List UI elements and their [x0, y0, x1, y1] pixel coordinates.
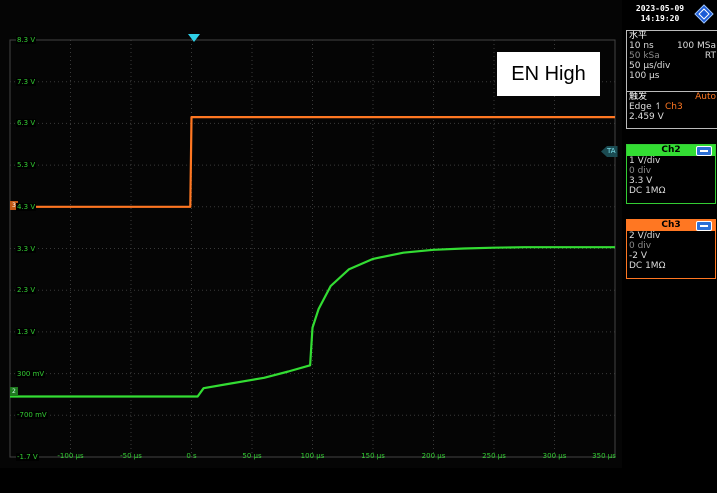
acquisition-mode-value: RT — [704, 51, 716, 61]
y-tick-label: 300 mV — [16, 369, 46, 378]
ch3-coupling: DC 1MΩ — [629, 261, 666, 271]
x-tick-label: 300 µs — [542, 452, 567, 460]
ch3-position: 0 div — [629, 241, 652, 251]
ch3-trace — [10, 115, 615, 208]
ch3-offset: -2 V — [629, 251, 647, 261]
y-tick-label: -1.7 V — [16, 453, 39, 461]
trigger-mode: Auto — [695, 92, 716, 102]
x-tick-label: 350 µs — [592, 452, 616, 460]
resolution-value: 10 ns — [629, 41, 654, 51]
y-tick-label: 4.3 V — [16, 202, 37, 211]
ch2-trace — [10, 246, 615, 398]
ch2-scale: 1 V/div — [629, 156, 661, 166]
waveform-display[interactable]: TA 3 2 8.3 V 7.3 V 6.3 V 5.3 V 4.3 V 3.3 V 2.3… — [0, 0, 625, 468]
time-position-value: 100 µs — [629, 71, 660, 81]
ch2-settings-box[interactable]: Ch2 1 V/div 0 div 3.3 V DC 1MΩ — [626, 144, 716, 204]
trigger-title: 触发 — [629, 92, 648, 102]
trigger-settings-box[interactable]: 触发 Auto Edge ↿ Ch3 2.459 V — [626, 91, 717, 129]
ch3-settings-box[interactable]: Ch3 2 V/div 0 div -2 V DC 1MΩ — [626, 219, 716, 279]
ch2-menu-icon[interactable] — [696, 146, 712, 156]
y-tick-label: 1.3 V — [16, 327, 37, 336]
x-tick-label: 200 µs — [421, 452, 446, 460]
time-scale-value: 50 µs/div — [629, 61, 671, 71]
y-tick-label: 3.3 V — [16, 244, 37, 253]
x-tick-label: -50 µs — [120, 452, 142, 460]
y-tick-label: 6.3 V — [16, 119, 37, 128]
trigger-position-marker[interactable] — [188, 34, 200, 42]
x-tick-label: 100 µs — [300, 452, 325, 460]
trace-layer — [10, 115, 615, 398]
x-tick-label: -100 µs — [57, 452, 84, 460]
ch3-scale: 2 V/div — [629, 231, 661, 241]
ch3-ground-marker[interactable]: 3 — [10, 201, 18, 210]
time-text: 14:19:20 — [640, 14, 680, 23]
annotation-label[interactable]: EN High — [497, 52, 600, 96]
ch2-title: Ch2 — [661, 145, 681, 155]
trigger-source: Ch3 — [664, 102, 683, 112]
ch2-ground-marker[interactable]: 2 — [10, 387, 18, 396]
trigger-level: 2.459 V — [629, 112, 664, 122]
x-tick-label: 250 µs — [482, 452, 506, 460]
waveform-plot — [9, 39, 616, 458]
y-tick-label: 7.3 V — [16, 77, 37, 86]
record-length-value: 50 kSa — [629, 51, 660, 61]
rs-logo-icon — [694, 4, 714, 24]
ch3-title: Ch3 — [661, 220, 681, 230]
y-tick-label: 8.3 V — [16, 36, 37, 44]
ch2-position: 0 div — [629, 166, 652, 176]
graticule-grid — [9, 39, 616, 458]
ch2-offset: 3.3 V — [629, 176, 653, 186]
x-tick-label: 50 µs — [242, 452, 262, 460]
x-tick-label: 150 µs — [361, 452, 385, 460]
graticule-frame — [9, 39, 616, 458]
date-text: 2023-05-09 — [635, 4, 685, 13]
horizontal-title: 水平 — [629, 31, 648, 41]
ch2-coupling: DC 1MΩ — [629, 186, 666, 196]
ch3-menu-icon[interactable] — [696, 221, 712, 231]
x-tick-label: 0 s — [186, 452, 197, 460]
y-tick-label: -700 mV — [16, 411, 48, 420]
y-tick-label: 5.3 V — [16, 161, 37, 170]
y-tick-label: 2.3 V — [16, 286, 37, 295]
trigger-type: Edge — [629, 102, 652, 112]
datetime-display: 2023-05-09 14:19:20 — [629, 4, 691, 24]
horizontal-settings-box[interactable]: 水平 10 ns 100 MSa 50 kSa RT 50 µs/div 100… — [626, 30, 717, 92]
sample-rate-value: 100 MSa — [676, 41, 716, 51]
rising-edge-icon: ↿ — [654, 102, 663, 112]
time-anchor-marker[interactable]: TA — [601, 146, 618, 157]
